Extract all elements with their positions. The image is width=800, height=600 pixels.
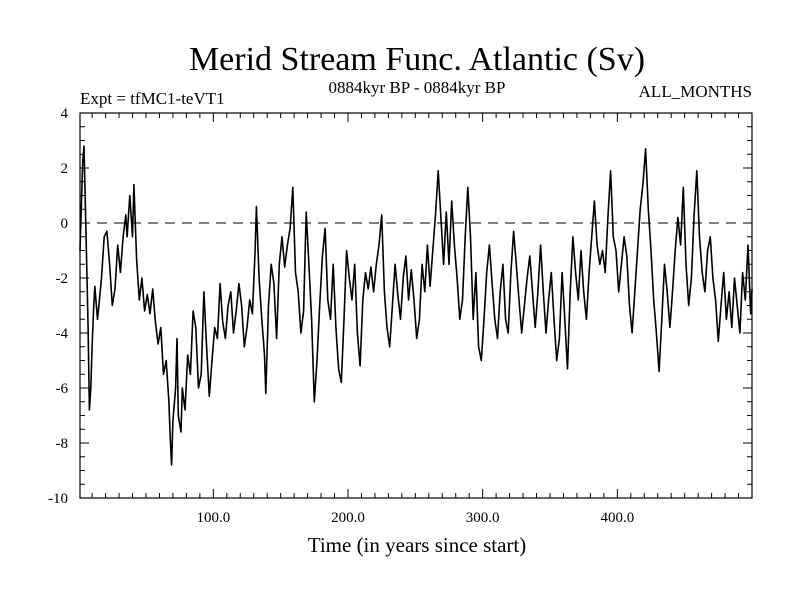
y-tick-label: -6 (56, 381, 69, 397)
y-tick-label: -4 (56, 326, 69, 342)
experiment-label: Expt = tfMC1-teVT1 (80, 89, 225, 108)
chart-title: Merid Stream Func. Atlantic (Sv) (189, 41, 645, 78)
y-tick-label: 4 (61, 106, 69, 122)
y-tick-label: -8 (56, 436, 69, 452)
x-tick-label: 200.0 (331, 510, 365, 526)
series-line (79, 145, 753, 466)
tick-labels: 4 2 0 -2 -4 -6 -8 -10 100.0 200.0 300.0 400.0 (48, 106, 634, 526)
y-tick-label: 2 (61, 161, 69, 177)
x-tick-label: 100.0 (196, 510, 230, 526)
x-tick-label: 400.0 (600, 510, 634, 526)
y-tick-label: -10 (48, 491, 68, 507)
x-tick-label: 300.0 (466, 510, 500, 526)
x-axis-label: Time (in years since start) (308, 533, 527, 557)
y-tick-label: -2 (56, 271, 69, 287)
tick-marks (80, 112, 753, 499)
months-label: ALL_MONTHS (639, 82, 752, 101)
period-label: 0884kyr BP - 0884kyr BP (329, 78, 506, 97)
y-tick-label: 0 (61, 216, 69, 232)
plot-frame (79, 112, 753, 499)
